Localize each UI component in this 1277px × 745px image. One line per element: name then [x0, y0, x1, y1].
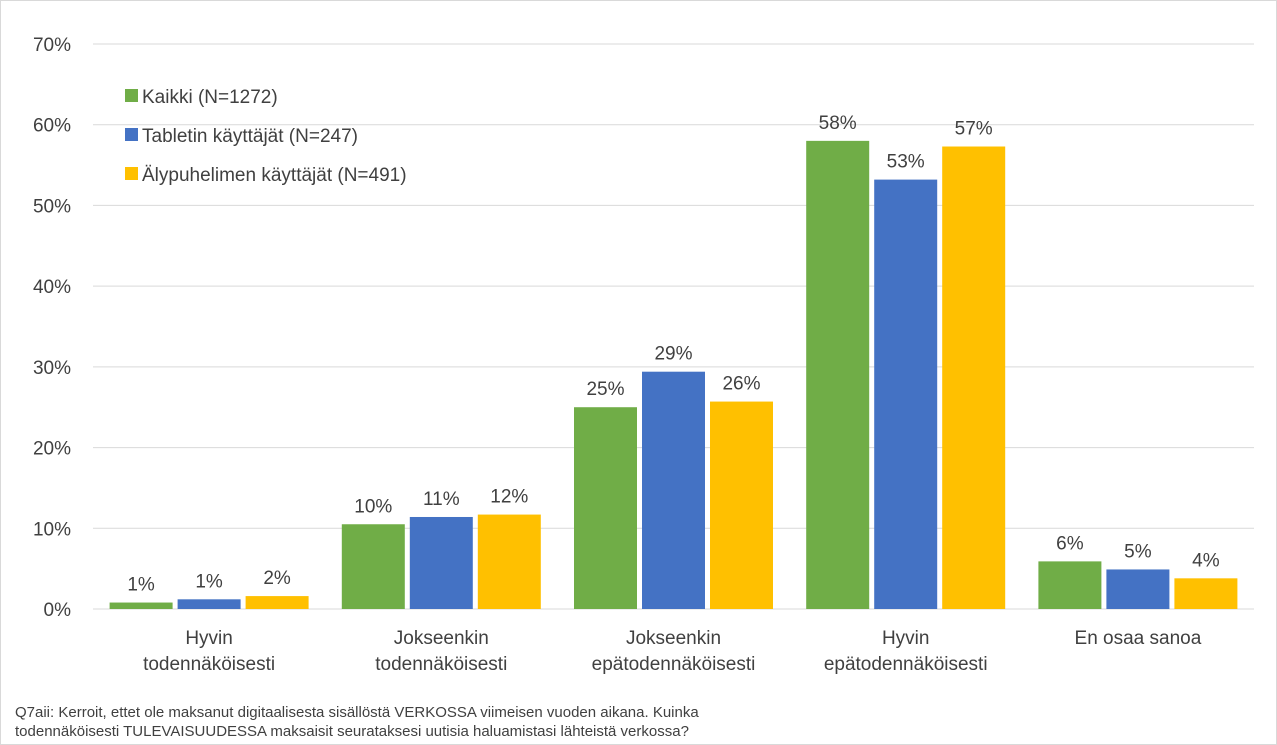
- legend-swatch: [125, 167, 138, 180]
- bar: [1106, 569, 1170, 609]
- legend-entry: Tabletin käyttäjät (N=247): [142, 126, 358, 147]
- bar: [806, 140, 870, 609]
- y-tick-label: 20%: [33, 439, 71, 460]
- footnote-line-2: todennäköisesti TULEVAISUUDESSA maksaisi…: [15, 723, 689, 740]
- data-label: 4%: [1192, 550, 1220, 571]
- category-labels: Hyvin todennäköisesti Jokseenkin todennäköi…: [143, 628, 1202, 675]
- legend-swatch: [125, 128, 138, 141]
- bar: [642, 371, 705, 609]
- bar: [109, 602, 173, 609]
- data-label: 6%: [1056, 533, 1084, 554]
- data-label: 57%: [955, 119, 993, 140]
- data-labels: 1% 1% 2% 10% 11% 12% 25% 29% 26% 58% 53% 57% 6% 5% 4%: [127, 113, 1219, 596]
- footnote: Q7aii: Kerroit, ettet ole maksanut digit…: [15, 703, 1215, 741]
- legend: Kaikki (N=1272) Tabletin käyttäjät (N=247…: [125, 87, 407, 186]
- category-label: todennäköisesti: [375, 654, 507, 675]
- legend-entry: Kaikki (N=1272): [142, 87, 278, 108]
- bar: [177, 599, 241, 609]
- footnote-line-1: Q7aii: Kerroit, ettet ole maksanut digit…: [15, 704, 699, 721]
- category-label: Jokseenkin: [626, 628, 721, 649]
- category-label: epätodennäköisesti: [592, 654, 756, 675]
- data-label: 25%: [586, 379, 624, 400]
- y-tick-label: 0%: [44, 600, 72, 621]
- y-tick-label: 30%: [33, 358, 71, 379]
- category-label: Hyvin: [882, 628, 930, 649]
- data-label: 10%: [354, 496, 392, 517]
- data-label: 1%: [127, 575, 155, 596]
- bar-chart: 0% 10% 20% 30% 40% 50% 60% 70% 1% 1% 2% 10% 11% 12% 2…: [33, 35, 1254, 675]
- data-label: 11%: [423, 489, 460, 510]
- data-label: 12%: [490, 487, 528, 508]
- data-label: 53%: [887, 152, 925, 173]
- category-label: epätodennäköisesti: [824, 654, 988, 675]
- bar: [874, 179, 938, 609]
- bar: [477, 514, 541, 609]
- bar: [574, 407, 637, 609]
- category-label: En osaa sanoa: [1075, 628, 1202, 649]
- bar: [341, 524, 405, 609]
- legend-entry: Älypuhelimen käyttäjät (N=491): [142, 165, 407, 186]
- bar: [942, 146, 1006, 609]
- y-tick-label: 70%: [33, 35, 71, 56]
- bar: [409, 516, 473, 609]
- data-label: 58%: [819, 113, 857, 134]
- bar: [1038, 561, 1102, 609]
- data-label: 29%: [654, 344, 692, 365]
- y-tick-label: 40%: [33, 277, 71, 298]
- y-tick-label: 60%: [33, 116, 71, 137]
- data-label: 26%: [722, 374, 760, 395]
- legend-swatch: [125, 89, 138, 102]
- y-tick-label: 10%: [33, 519, 71, 540]
- y-tick-label: 50%: [33, 196, 71, 217]
- data-label: 1%: [195, 571, 223, 592]
- bar: [245, 596, 309, 609]
- bars: [109, 140, 1238, 609]
- category-label: Hyvin: [185, 628, 233, 649]
- y-axis-ticks: 0% 10% 20% 30% 40% 50% 60% 70%: [33, 35, 71, 621]
- bar: [710, 401, 773, 609]
- category-label: todennäköisesti: [143, 654, 275, 675]
- data-label: 5%: [1124, 541, 1152, 562]
- data-label: 2%: [263, 568, 291, 589]
- category-label: Jokseenkin: [394, 628, 489, 649]
- bar: [1174, 578, 1238, 609]
